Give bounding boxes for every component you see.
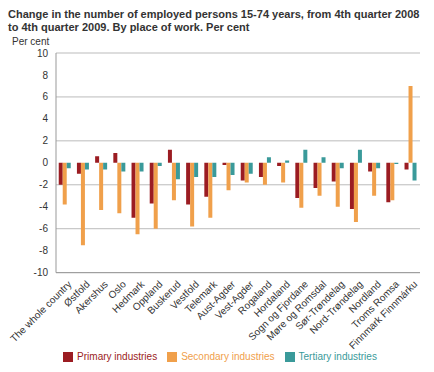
html-text:Primary industries: Primary industries: [77, 350, 158, 362]
svg-text:Oppland: Oppland: [130, 278, 165, 313]
svg-text:-6: -6: [39, 223, 48, 234]
svg-text:Hordaland: Hordaland: [251, 278, 292, 319]
svg-text:Østfold: Østfold: [61, 278, 92, 309]
svg-text:Rogaland: Rogaland: [235, 278, 274, 317]
svg-text:Sør-Trøndelag: Sør-Trøndelag: [293, 278, 347, 332]
svg-text:-4: -4: [39, 201, 48, 212]
html-text:Secondary industries: Secondary industries: [181, 350, 275, 362]
html-text:Change in the number of employ: Change in the number of employed persons…: [8, 8, 420, 33]
svg-text:-2: -2: [39, 179, 48, 190]
svg-text:Møre og Romsdal: Møre og Romsdal: [264, 278, 329, 343]
svg-text:Akershus: Akershus: [73, 279, 110, 316]
svg-text:Vest-Agder: Vest-Agder: [212, 278, 256, 322]
svg-text:Buskerud: Buskerud: [145, 278, 183, 317]
svg-text:Aust-Agder: Aust-Agder: [194, 278, 238, 322]
svg-text:Nordland: Nordland: [346, 278, 383, 315]
svg-text:Troms Romsa: Troms Romsa: [349, 278, 402, 331]
svg-text:Vestfold: Vestfold: [168, 278, 201, 312]
html-text:Per cent: Per cent: [12, 36, 50, 47]
svg-text:Hedmark: Hedmark: [109, 278, 147, 315]
svg-text:6: 6: [42, 91, 48, 102]
svg-text:Nord-Trøndelag: Nord-Trøndelag: [307, 278, 365, 336]
svg-text:8: 8: [42, 70, 48, 81]
svg-text:-10: -10: [34, 267, 49, 278]
svg-text:10: 10: [37, 48, 49, 59]
svg-text:4: 4: [42, 113, 48, 124]
svg-text:Telemark: Telemark: [182, 278, 220, 315]
svg-text:0: 0: [42, 157, 48, 168]
html-text:Tertiary industries: Tertiary industries: [298, 350, 377, 362]
svg-text:2: 2: [42, 135, 48, 146]
svg-text:-8: -8: [39, 245, 48, 256]
svg-text:Oslo: Oslo: [105, 278, 129, 301]
svg-text:The whole country: The whole country: [8, 279, 74, 345]
svg-text:Sogn og Fjordane: Sogn og Fjordane: [246, 278, 311, 343]
svg-text:Finnmark Finnmárku: Finnmark Finnmárku: [347, 279, 420, 352]
